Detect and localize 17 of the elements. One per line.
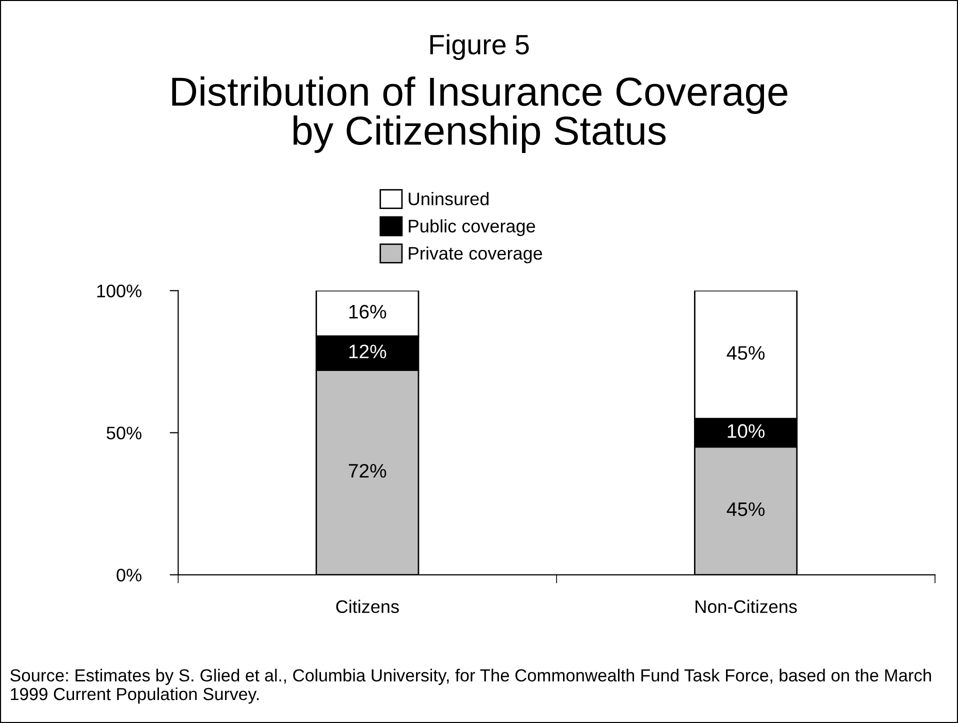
legend-label: Public coverage [408, 219, 536, 236]
x-tick-label: Non-Citizens [696, 600, 797, 614]
legend-label: Uninsured [408, 192, 489, 206]
source-note: Source: Estimates by S. Glied et al., Columbia University, for The Commonwealth Fund Task Force, based on the March 1999 Current Population Survey. [10, 668, 931, 704]
data-label: 45% [726, 502, 765, 516]
data-label: 12% [349, 344, 386, 358]
y-tick-label: 0% [116, 568, 142, 582]
data-label: 72% [348, 464, 386, 478]
data-label: 45% [726, 346, 765, 360]
y-tick-label: 50% [106, 426, 142, 440]
data-label: 16% [349, 304, 386, 319]
data-label: 10% [728, 424, 765, 438]
chart-title: Figure 5 [430, 34, 529, 60]
chart-subtitle: Distribution of Insurance Coverage by Citizenship Status [172, 76, 788, 153]
y-tick-label: 100% [97, 284, 142, 298]
x-tick-label: Citizens [336, 600, 399, 614]
legend-label: Private coverage [408, 246, 542, 264]
